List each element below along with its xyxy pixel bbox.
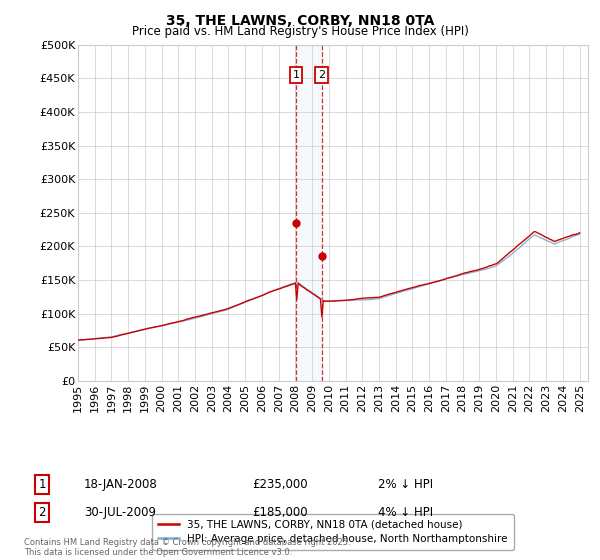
Text: 30-JUL-2009: 30-JUL-2009 [84, 506, 156, 519]
Text: 2: 2 [318, 70, 325, 80]
Legend: 35, THE LAWNS, CORBY, NN18 0TA (detached house), HPI: Average price, detached ho: 35, THE LAWNS, CORBY, NN18 0TA (detached… [152, 514, 514, 550]
Text: 1: 1 [293, 70, 299, 80]
Text: £185,000: £185,000 [252, 506, 308, 519]
Text: 1: 1 [38, 478, 46, 491]
Text: Price paid vs. HM Land Registry's House Price Index (HPI): Price paid vs. HM Land Registry's House … [131, 25, 469, 38]
Text: 18-JAN-2008: 18-JAN-2008 [84, 478, 158, 491]
Text: 2% ↓ HPI: 2% ↓ HPI [378, 478, 433, 491]
Text: £235,000: £235,000 [252, 478, 308, 491]
Text: Contains HM Land Registry data © Crown copyright and database right 2025.
This d: Contains HM Land Registry data © Crown c… [24, 538, 350, 557]
Bar [296, 45, 322, 381]
Text: 4% ↓ HPI: 4% ↓ HPI [378, 506, 433, 519]
Text: 35, THE LAWNS, CORBY, NN18 0TA: 35, THE LAWNS, CORBY, NN18 0TA [166, 14, 434, 28]
Text: 2: 2 [38, 506, 46, 519]
